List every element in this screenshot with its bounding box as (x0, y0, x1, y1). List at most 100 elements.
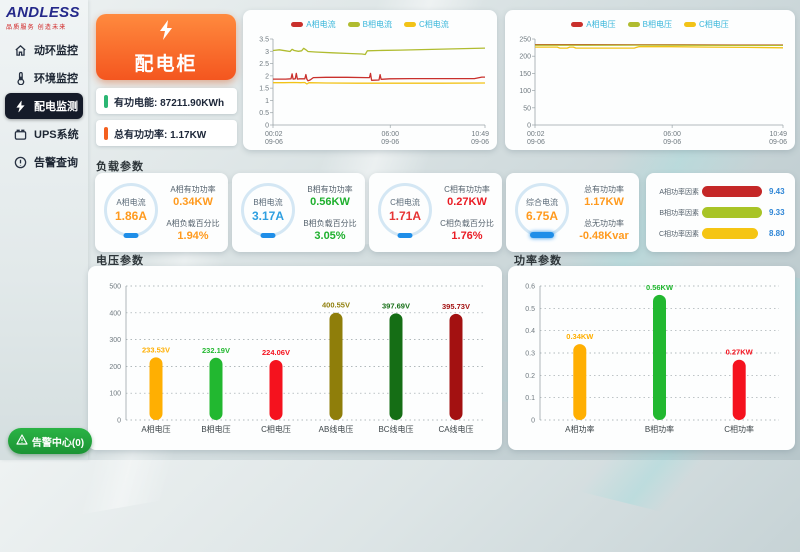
phase-c-load-card: C相电流 1.71A C相有功功率 0.27KW C相负载百分比 1.76% (369, 173, 502, 252)
svg-text:0: 0 (527, 123, 531, 130)
legend-label: B相电压 (643, 19, 672, 30)
power-cabinet-button[interactable]: 配电柜 (96, 14, 236, 80)
metric-label: 总无功功率 (572, 218, 636, 229)
svg-text:150: 150 (519, 71, 531, 78)
phase-b-current-gauge: B相电流 3.17A (241, 183, 295, 237)
combined-current-gauge: 综合电流 6.75A (515, 183, 569, 237)
svg-text:0.1: 0.1 (525, 395, 535, 402)
metric-value: -0.48Kvar (572, 230, 636, 242)
sidebar-item-power-monitor[interactable]: 配电监测 (5, 93, 83, 119)
home-icon (13, 43, 27, 57)
battery-icon (13, 127, 27, 141)
gauge-label: A相电流 (116, 197, 145, 208)
svg-text:0: 0 (265, 123, 269, 130)
legend-marker (348, 22, 360, 27)
bar-CA线电压 (450, 314, 463, 420)
power-factor-label: A相功率因素 (652, 187, 699, 197)
current-line-chart: 00.511.522.533.500:0209-0606:0009-0610:4… (247, 33, 493, 149)
sidebar-item-dynamic-env-monitor[interactable]: 动环监控 (0, 36, 88, 64)
current-chart-legend: A相电流 B相电流 C相电流 (243, 10, 497, 31)
svg-text:0.27KW: 0.27KW (726, 348, 754, 357)
power-factor-value: 8.80 (769, 229, 789, 238)
svg-text:1: 1 (265, 98, 269, 105)
legend-item-phase-a-voltage[interactable]: A相电压 (571, 17, 615, 31)
legend-item-phase-c-current[interactable]: C相电流 (404, 17, 449, 31)
gauge-value: 1.71A (389, 209, 421, 223)
metric-value: 1.76% (435, 230, 499, 242)
power-factor-bar-c (702, 228, 758, 239)
svg-text:233.53V: 233.53V (142, 345, 170, 354)
legend-label: C相电流 (419, 19, 449, 30)
metric-value: 0.56KW (298, 196, 362, 208)
power-factor-bar-b (702, 207, 762, 218)
metric-label: B相有功功率 (298, 184, 362, 195)
legend-item-phase-c-voltage[interactable]: C相电压 (684, 17, 729, 31)
load-section-title: 负载参数 (96, 158, 144, 174)
svg-text:09-06: 09-06 (769, 139, 787, 146)
legend-item-phase-b-voltage[interactable]: B相电压 (628, 17, 672, 31)
svg-text:400: 400 (109, 310, 121, 317)
metric-label: B相负载百分比 (298, 218, 362, 229)
svg-text:BC线电压: BC线电压 (378, 424, 413, 434)
svg-text:09-06: 09-06 (471, 139, 489, 146)
legend-item-phase-b-current[interactable]: B相电流 (348, 17, 392, 31)
svg-text:AB线电压: AB线电压 (319, 424, 354, 434)
sidebar-item-label: 告警查询 (34, 154, 78, 170)
svg-text:50: 50 (523, 105, 531, 112)
svg-text:06:00: 06:00 (381, 131, 399, 138)
power-cabinet-label: 配电柜 (134, 49, 197, 76)
legend-marker (571, 22, 583, 27)
bar-B相电压 (210, 358, 223, 420)
gauge-label: 综合电流 (526, 197, 558, 208)
svg-text:A相电压: A相电压 (141, 424, 170, 434)
svg-text:3.5: 3.5 (259, 37, 269, 44)
legend-marker (291, 22, 303, 27)
voltage-bar-chart: 0100200300400500233.53VA相电压232.19VB相电压22… (92, 270, 498, 446)
svg-text:A相功率: A相功率 (565, 424, 594, 434)
series-C相电压 (535, 47, 783, 49)
sidebar-item-label: 配电监测 (34, 98, 78, 114)
total-active-power-label: 总有功功率: (114, 130, 167, 141)
bar-BC线电压 (390, 313, 403, 420)
phase-a-load-card: A相电流 1.86A A相有功功率 0.34KW A相负载百分比 1.94% (95, 173, 228, 252)
power-factor-row-a: A相功率因素 9.43 (652, 185, 789, 198)
lightning-bolt-icon (156, 19, 176, 46)
legend-marker (404, 22, 416, 27)
svg-text:0.34KW: 0.34KW (566, 332, 594, 341)
svg-text:100: 100 (519, 88, 531, 95)
bar-AB线电压 (330, 313, 343, 420)
series-A相电流 (273, 73, 485, 80)
series-B相电流 (273, 48, 485, 54)
svg-text:3: 3 (265, 49, 269, 56)
svg-text:0.6: 0.6 (525, 284, 535, 291)
metric-value: 1.17KW (572, 196, 636, 208)
bar-A相功率 (573, 344, 586, 420)
sidebar: ANDLESS 品质服务 创造未来 动环监控 环境监控 配电监测 UPS系统 (0, 0, 88, 460)
svg-text:10:49: 10:49 (769, 131, 787, 138)
thermometer-icon (13, 71, 27, 85)
svg-text:00:02: 00:02 (527, 131, 545, 138)
phase-c-current-gauge: C相电流 1.71A (378, 183, 432, 237)
energy-pill-indicator (104, 95, 108, 108)
svg-text:200: 200 (519, 54, 531, 61)
sidebar-item-environment-monitor[interactable]: 环境监控 (0, 64, 88, 92)
sidebar-item-alarm-query[interactable]: 告警查询 (0, 148, 88, 176)
total-active-power-card: 总有功功率: 1.17KW (96, 120, 237, 146)
svg-text:0.5: 0.5 (525, 306, 535, 313)
svg-text:09-06: 09-06 (265, 139, 283, 146)
sidebar-item-label: UPS系统 (34, 126, 79, 142)
svg-text:0.4: 0.4 (525, 328, 535, 335)
bar-C相功率 (733, 360, 746, 420)
svg-text:06:00: 06:00 (663, 131, 681, 138)
sidebar-nav: 动环监控 环境监控 配电监测 UPS系统 告警查询 (0, 36, 88, 176)
legend-label: B相电流 (363, 19, 392, 30)
sidebar-item-ups-system[interactable]: UPS系统 (0, 120, 88, 148)
svg-text:224.06V: 224.06V (262, 348, 290, 357)
bar-B相功率 (653, 295, 666, 420)
alarm-center-button[interactable]: 告警中心(0) (8, 428, 92, 454)
legend-item-phase-a-current[interactable]: A相电流 (291, 17, 335, 31)
power-factor-value: 9.33 (769, 208, 789, 217)
